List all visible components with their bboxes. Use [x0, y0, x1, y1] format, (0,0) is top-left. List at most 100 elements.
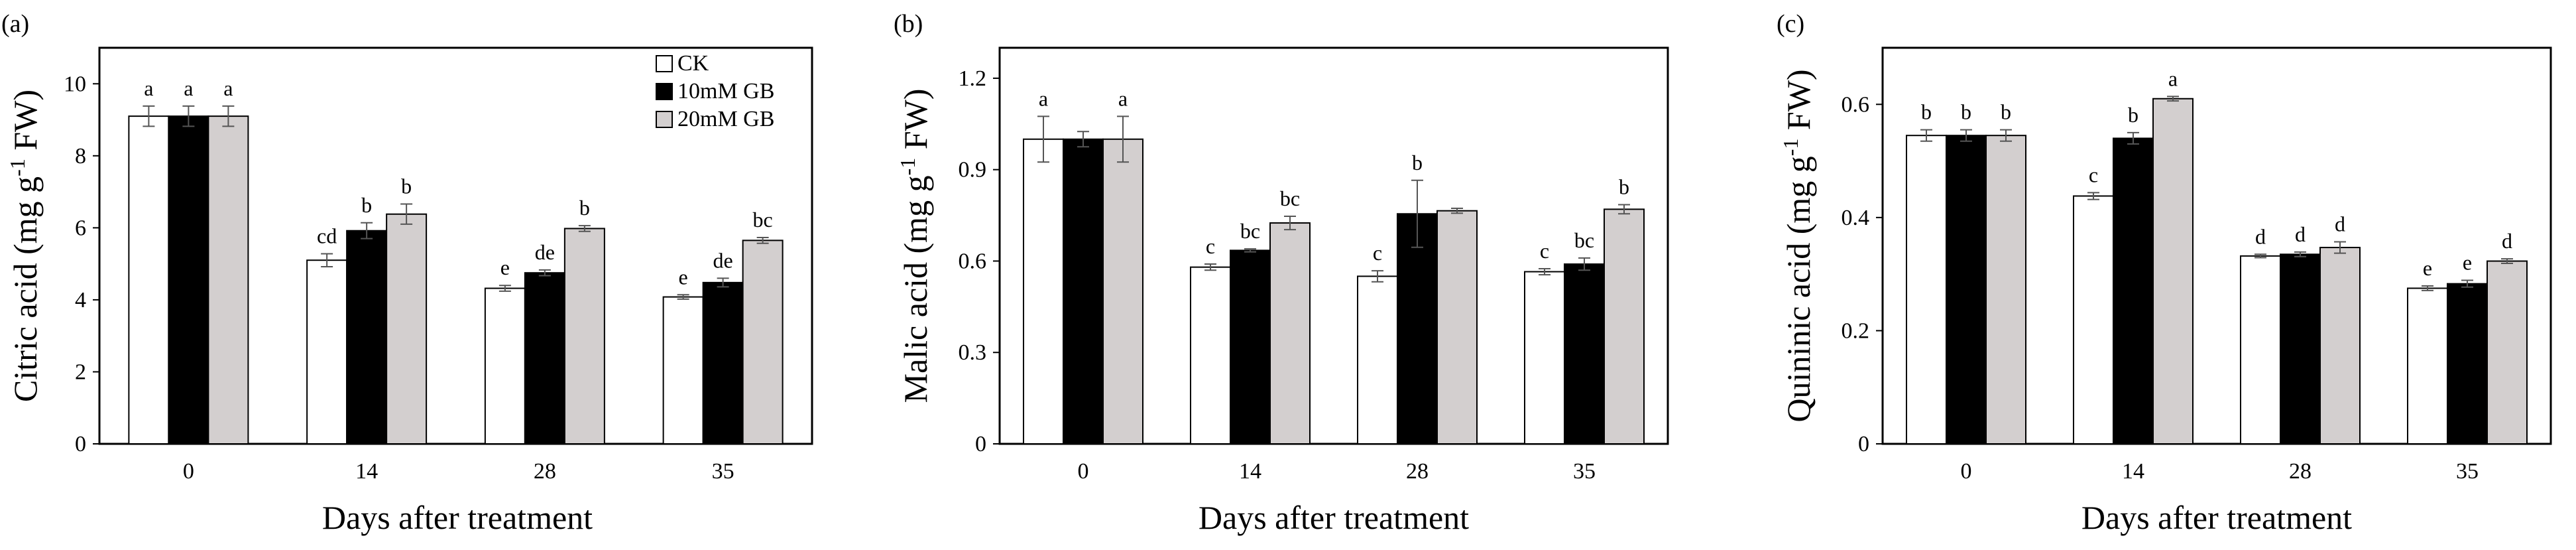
significance-letter: b — [401, 174, 412, 198]
bar-ck-day-28 — [484, 287, 526, 445]
bar-20mm-gb-day-14 — [386, 213, 428, 445]
bar-20mm-gb-day-35 — [742, 240, 784, 445]
y-axis-title-sup: -1 — [5, 159, 29, 176]
x-tick-label: 28 — [1406, 459, 1429, 484]
y-tick-label: 0.4 — [1842, 206, 1870, 230]
significance-letter: bc — [1240, 219, 1260, 243]
x-axis-title: Days after treatment — [322, 499, 593, 536]
y-axis-title-text: Malic acid (mg g-1 FW) — [896, 89, 934, 403]
panel-b: (b) Malic acid (mg g-1 FW) Days after tr… — [894, 10, 1669, 536]
bar-ck-day-35 — [662, 296, 704, 445]
y-axis-title-sup: -1 — [1779, 139, 1802, 157]
y-tick-label: 0.3 — [959, 340, 987, 365]
significance-letter: c — [1373, 241, 1382, 265]
significance-letter: b — [361, 193, 372, 217]
y-axis-title-tail: FW) — [897, 89, 934, 158]
y-tick-label: 1.2 — [959, 66, 987, 91]
bar-ck-day-14 — [1190, 266, 1231, 445]
bar-ck-day-28 — [2240, 255, 2281, 445]
x-tick-label: 0 — [1961, 459, 1972, 484]
bar-20mm-gb-day-28 — [2319, 247, 2361, 445]
bar-10mm-gb-day-35 — [2447, 283, 2488, 445]
bar-20mm-gb-day-0 — [207, 115, 249, 445]
significance-letter: d — [2295, 222, 2306, 246]
legend-label: 20mM GB — [677, 107, 774, 131]
significance-letter: cd — [317, 224, 337, 247]
significance-letter: a — [2168, 66, 2178, 90]
y-tick-label: 6 — [75, 216, 86, 240]
significance-letter: b — [579, 196, 590, 220]
x-tick-label: 0 — [1078, 459, 1089, 484]
significance-letter: c — [1540, 239, 1549, 263]
panel-label: (b) — [894, 10, 923, 38]
bar-20mm-gb-day-35 — [1604, 208, 1645, 445]
y-axis-title: Malic acid (mg g-1 FW) — [896, 89, 934, 403]
significance-letter: b — [1619, 175, 1629, 199]
significance-letter: bc — [753, 208, 773, 232]
bar-10mm-gb-day-14 — [346, 230, 388, 445]
y-axis-title-tail: FW) — [7, 90, 44, 159]
y-axis-title-text: Citric acid (mg g-1 FW) — [5, 90, 44, 402]
bar-10mm-gb-day-14 — [1230, 249, 1271, 445]
significance-letter: b — [2001, 100, 2011, 124]
bar-20mm-gb-day-28 — [563, 228, 605, 445]
bar-ck-day-35 — [1524, 271, 1565, 445]
significance-letter: d — [2255, 224, 2266, 248]
significance-letter: bc — [1574, 228, 1594, 252]
plot-frame — [998, 46, 1669, 445]
y-tick-label: 0.6 — [1842, 92, 1870, 117]
bar-10mm-gb-day-0 — [168, 115, 209, 445]
bar-ck-day-0 — [128, 115, 170, 445]
bar-ck-day-28 — [1357, 275, 1398, 445]
significance-letter: a — [1039, 86, 1048, 110]
bar-ck-day-0 — [1906, 135, 1947, 445]
y-tick-label: 8 — [75, 144, 86, 169]
y-tick-label: 0 — [75, 432, 86, 456]
bar-10mm-gb-day-28 — [2280, 253, 2321, 445]
y-axis-title-main: Citric acid (mg g — [7, 176, 44, 402]
x-tick-label: 35 — [712, 459, 734, 484]
bar-10mm-gb-day-35 — [1564, 263, 1605, 445]
legend-swatch — [656, 83, 673, 100]
panel-a: (a) Citric acid (mg g-1 FW) Days after t… — [1, 10, 813, 536]
y-tick-label: 0.2 — [1842, 318, 1870, 343]
y-tick-label: 10 — [64, 72, 86, 96]
significance-letter: b — [1961, 100, 1971, 124]
significance-letter: d — [2335, 212, 2345, 236]
significance-letter: e — [2463, 251, 2472, 275]
x-tick-label: 0 — [183, 459, 194, 484]
y-axis-title-tail: FW) — [1780, 69, 1817, 138]
y-axis-title-sup: -1 — [896, 158, 919, 176]
significance-letter: d — [2502, 229, 2512, 253]
y-axis-title-main: Malic acid (mg g — [897, 175, 934, 403]
significance-letter: c — [1206, 234, 1215, 258]
bar-10mm-gb-day-35 — [702, 281, 744, 445]
y-axis-title-text: Quininic acid (mg g-1 FW) — [1779, 69, 1817, 422]
plot-frame — [98, 46, 813, 445]
legend-swatch — [656, 55, 673, 72]
bar-ck-day-0 — [1023, 138, 1064, 445]
x-tick-label: 14 — [1239, 459, 1261, 484]
x-tick-label: 35 — [1573, 459, 1596, 484]
legend-label: 10mM GB — [677, 79, 774, 103]
y-tick-label: 0.9 — [959, 158, 987, 182]
x-tick-label: 28 — [2289, 459, 2312, 484]
y-axis-title: Quininic acid (mg g-1 FW) — [1779, 69, 1817, 422]
x-axis-title: Days after treatment — [2081, 499, 2352, 536]
bar-20mm-gb-day-14 — [2152, 98, 2194, 445]
significance-letter: e — [679, 265, 688, 289]
significance-letter: e — [500, 255, 510, 279]
y-tick-label: 4 — [75, 288, 86, 312]
significance-letter: a — [1118, 86, 1128, 110]
significance-letter: e — [2423, 256, 2432, 280]
x-tick-label: 28 — [534, 459, 556, 484]
x-tick-label: 35 — [2456, 459, 2479, 484]
y-tick-label: 0 — [975, 432, 986, 456]
bar-20mm-gb-day-0 — [1985, 135, 2026, 445]
panel-c: (c) Quininic acid (mg g-1 FW) Days after… — [1777, 10, 2552, 536]
x-tick-label: 14 — [2122, 459, 2144, 484]
bar-20mm-gb-day-14 — [1269, 222, 1311, 445]
significance-letter: b — [1921, 100, 1932, 124]
bar-10mm-gb-day-0 — [1946, 135, 1987, 445]
